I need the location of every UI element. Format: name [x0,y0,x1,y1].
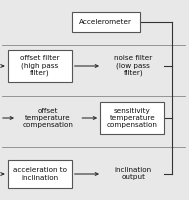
Text: noise filter
(low pass
filter): noise filter (low pass filter) [114,55,152,76]
FancyBboxPatch shape [72,12,140,32]
FancyBboxPatch shape [100,102,164,134]
FancyBboxPatch shape [8,160,72,188]
Text: sensitivity
temperature
compensation: sensitivity temperature compensation [107,108,158,128]
Text: offset filter
(high pass
filter): offset filter (high pass filter) [20,55,60,76]
Text: Accelerometer: Accelerometer [79,19,132,25]
FancyBboxPatch shape [8,50,72,82]
Text: offset
temperature
compensation: offset temperature compensation [23,108,74,128]
Text: acceleration to
inclination: acceleration to inclination [13,168,67,180]
Text: inclination
output: inclination output [115,168,152,180]
